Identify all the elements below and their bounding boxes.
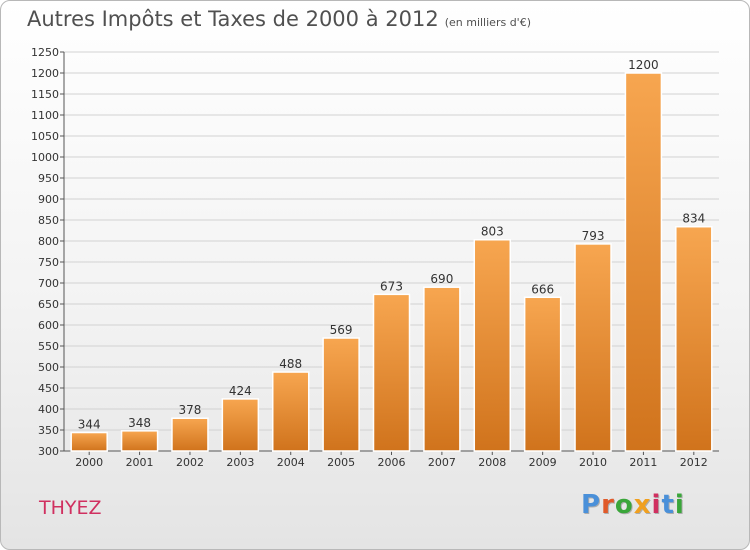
bar-2004 xyxy=(271,371,310,452)
x-tick-label-2009: 2009 xyxy=(529,456,557,469)
bar-2009 xyxy=(523,296,562,452)
bar-2008 xyxy=(473,238,512,452)
y-tick-label: 1150 xyxy=(31,88,59,101)
x-tick-label-2011: 2011 xyxy=(629,456,657,469)
y-tick-label: 450 xyxy=(38,382,59,395)
x-tick-label-2010: 2010 xyxy=(579,456,607,469)
bar-2010 xyxy=(574,243,612,452)
x-tick-label-2005: 2005 xyxy=(327,456,355,469)
data-label-2001: 348 xyxy=(128,416,151,430)
y-tick-label: 800 xyxy=(38,235,59,248)
y-tick-label: 1000 xyxy=(31,151,59,164)
labels: 300 350 400 450 500 550 600 650 700 750 800 850 900 9… xyxy=(31,46,708,469)
x-tick-label-2008: 2008 xyxy=(478,456,506,469)
logo-letter: P xyxy=(581,490,602,520)
chart-subtitle: (en milliers d'€) xyxy=(444,16,531,29)
y-tick-label: 500 xyxy=(38,361,59,374)
data-label-2003: 424 xyxy=(229,384,252,398)
bar-2005 xyxy=(322,337,360,452)
data-label-2000: 344 xyxy=(78,418,101,432)
data-label-2006: 673 xyxy=(380,279,403,293)
chart-title: Autres Impôts et Taxes de 2000 à 2012 (en… xyxy=(27,7,531,31)
data-label-2009: 666 xyxy=(531,282,554,296)
bar-2000 xyxy=(70,431,108,452)
bar-2012 xyxy=(675,225,713,452)
bar-2003 xyxy=(221,398,260,452)
chart-title-text: Autres Impôts et Taxes de 2000 à 2012 xyxy=(27,7,439,31)
x-tick-label-2001: 2001 xyxy=(126,456,154,469)
x-tick-label-2003: 2003 xyxy=(226,456,254,469)
y-tick-label: 400 xyxy=(38,403,59,416)
x-tick-label-2006: 2006 xyxy=(378,456,406,469)
proxiti-logo: Proxiti xyxy=(581,490,685,520)
y-tick-label: 300 xyxy=(38,445,59,458)
data-label-2011: 1200 xyxy=(628,58,659,72)
logo-letter: i xyxy=(651,490,662,520)
data-label-2007: 690 xyxy=(430,272,453,286)
x-tick-label-2004: 2004 xyxy=(277,456,305,469)
bar-2002 xyxy=(171,417,209,452)
y-tick-label: 350 xyxy=(38,424,59,437)
x-tick-label-2002: 2002 xyxy=(176,456,204,469)
data-label-2012: 834 xyxy=(682,212,705,226)
bar-2006 xyxy=(372,293,411,452)
data-label-2010: 793 xyxy=(582,229,605,243)
y-tick-label: 750 xyxy=(38,256,59,269)
logo-letter: o xyxy=(614,490,634,520)
y-tick-label: 950 xyxy=(38,172,59,185)
y-tick-label: 900 xyxy=(38,193,59,206)
bar-2001 xyxy=(120,430,159,452)
y-tick-label: 650 xyxy=(38,298,59,311)
y-tick-label: 1250 xyxy=(31,46,59,59)
bar-2011 xyxy=(624,72,663,452)
logo-letter: r xyxy=(601,490,615,520)
bars xyxy=(70,72,713,452)
data-label-2004: 488 xyxy=(279,357,302,371)
data-label-2002: 378 xyxy=(179,403,202,417)
y-tick-label: 600 xyxy=(38,319,59,332)
y-tick-label: 850 xyxy=(38,214,59,227)
y-tick-label: 550 xyxy=(38,340,59,353)
x-tick-label-2000: 2000 xyxy=(75,456,103,469)
data-label-2008: 803 xyxy=(481,225,504,239)
location-name: THYEZ xyxy=(39,497,102,519)
logo-letter: i xyxy=(674,490,685,520)
x-tick-label-2012: 2012 xyxy=(680,456,708,469)
y-tick-label: 1100 xyxy=(31,109,59,122)
y-tick-label: 1200 xyxy=(31,67,59,80)
y-tick-label: 700 xyxy=(38,277,59,290)
x-tick-label-2007: 2007 xyxy=(428,456,456,469)
logo-letter: x xyxy=(633,490,652,520)
logo-letter: t xyxy=(661,490,675,520)
data-label-2005: 569 xyxy=(330,323,353,337)
y-tick-label: 1050 xyxy=(31,130,59,143)
bar-2007 xyxy=(423,286,461,452)
